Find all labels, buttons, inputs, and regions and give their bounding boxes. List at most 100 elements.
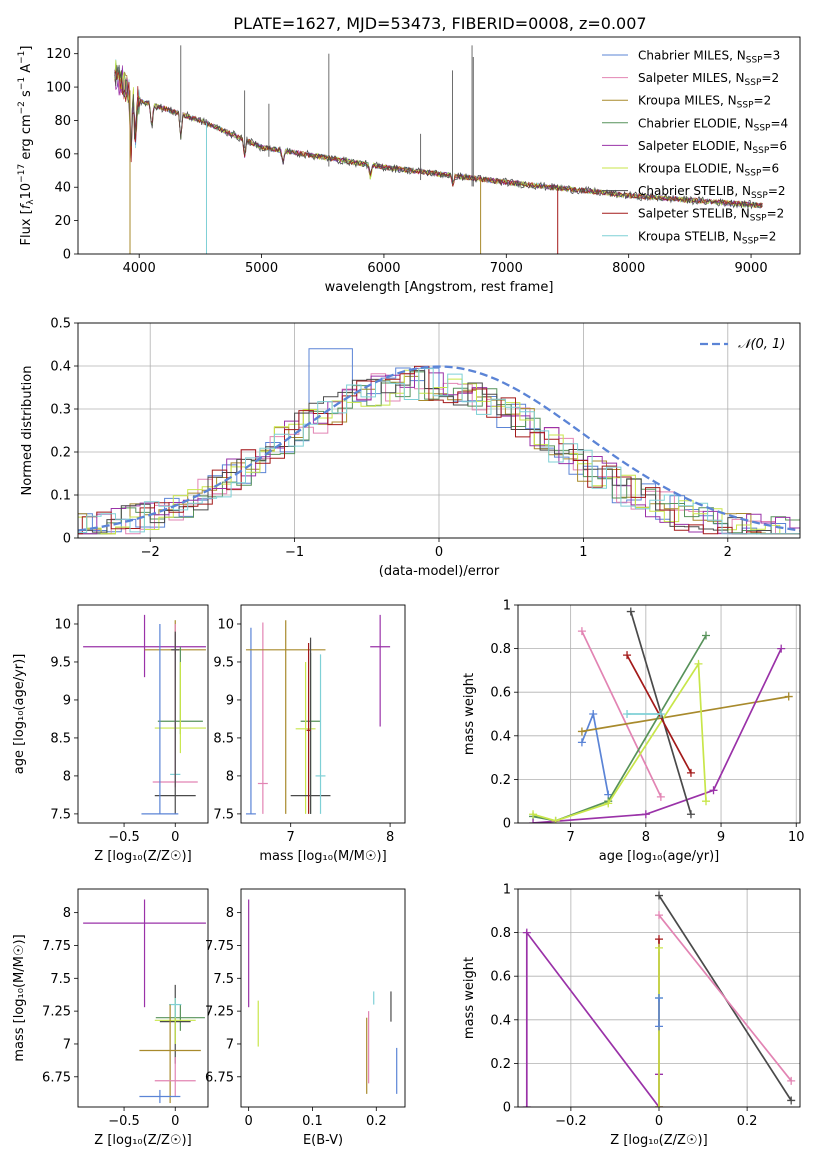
weight-marker [777,644,786,653]
x-tick-label: 0 [171,1114,179,1129]
y-axis-label: mass weight [462,673,477,755]
y-tick-label: 7.25 [205,1005,234,1020]
z-age-panel: −0.5 0 7.5 8 8.5 9 9.5 10 Z [log₁₀(Z/Z☉)] age [lo… [12,604,209,864]
x-tick-label: 7 [566,830,574,845]
y-tick-label: 8.5 [50,731,71,746]
x-axis-label: age [log₁₀(age/yr)] [599,849,720,864]
y-tick-label: 60 [54,147,71,162]
y-tick-label: 7.75 [205,939,234,954]
x-axis-label: Z [log₁₀(Z/Z☉)] [94,1133,191,1148]
x-axis-label: Z [log₁₀(Z/Z☉)] [610,1133,707,1148]
weight-line [581,710,610,795]
errorbars [83,614,206,815]
y-tick-label: 8 [63,769,71,784]
x-tick-label: 8 [386,830,394,845]
legend-label: Chabrier ELODIE, NSSP=4 [638,116,788,133]
spectrum-panel: 4000 5000 6000 7000 8000 9000 0 20 40 60 80 100 120 w… [17,36,801,295]
axes-frame [240,888,406,1108]
weight-marker [655,1022,663,1031]
weight-lines [522,891,796,1107]
weight-line [581,630,662,798]
x-tick-label: 1 [579,545,587,560]
weight-marker [589,710,598,718]
x-tick-label: 0.1 [302,1114,323,1129]
histogram-series [78,368,800,535]
y-tick-label: 120 [46,47,71,62]
x-tick-label: 5000 [245,261,278,276]
weight-marker [709,786,718,795]
y-tick-label: 7 [226,1037,234,1052]
weight-marker [522,1103,531,1107]
x-tick-label: 9000 [735,261,768,276]
x-tick-label: 7 [287,830,295,845]
legend-label: Kroupa ELODIE, NSSP=6 [638,162,779,179]
weight-lines [529,607,793,823]
weight-marker [655,1103,663,1107]
legend-label: Salpeter ELODIE, NSSP=6 [638,139,787,156]
legend-label: Salpeter MILES, NSSP=2 [638,71,779,88]
weight-marker [694,659,703,668]
figure-title: PLATE=1627, MJD=53473, FIBERID=0008, z=0… [233,14,646,33]
x-tick-label: −2 [141,545,160,560]
y-tick-label: 8 [226,769,234,784]
y-tick-label: 9.5 [213,655,234,670]
weight-marker [655,935,663,944]
y-tick-label: 8 [63,906,71,921]
y-tick-label: 0.6 [490,970,511,985]
y-tick-label: 0.4 [490,1013,511,1028]
x-tick-label: 4000 [123,261,156,276]
x-tick-label: 7000 [490,261,523,276]
legend-label: 𝒩(0, 1) [738,337,785,352]
x-tick-label: −0.2 [555,1114,587,1129]
weight-marker [522,928,531,937]
weight-marker [686,810,695,819]
histogram-series [78,367,800,535]
y-tick-label: 100 [46,81,71,96]
y-tick-label: 0.8 [490,926,511,941]
weight-marker [529,819,538,823]
weight-marker [623,710,632,718]
y-tick-label: 8.5 [213,731,234,746]
weight-marker [604,799,613,808]
weight-marker [623,651,632,660]
errorbars [248,899,398,1094]
x-axis-label: mass [log₁₀(M/M☉)] [259,849,386,864]
x-axis-label: wavelength [Angstrom, rest frame] [325,280,554,295]
y-tick-label: 9.5 [50,655,71,670]
mass-age-panel: 7 8 7.5 8 8.5 9 9.5 10 mass [log₁₀(M/M☉)] [213,604,406,864]
errorbars [83,899,206,1104]
x-tick-label: 2 [724,545,732,560]
legend-label: Chabrier MILES, NSSP=3 [638,49,780,66]
y-tick-label: 0.2 [50,446,71,461]
weight-marker [686,768,695,777]
spectrum-lines [114,45,763,254]
weight-marker [551,816,560,823]
y-tick-label: 7.5 [213,972,234,987]
weight-marker [655,891,663,900]
weight-marker [641,810,650,819]
weight-marker [702,631,710,640]
weight-line [532,635,707,822]
x-axis-label: (data-model)/error [379,564,500,579]
x-tick-label: 0.2 [366,1114,387,1129]
y-axis-label: Normed distribution [20,366,35,496]
age-weight-panel: 7 8 9 10 0 0.2 0.4 0.6 0.8 1 age [log₁₀(age/yr)] ma… [462,599,805,865]
weight-line [532,661,707,822]
weight-marker [787,1076,796,1085]
x-axis-label: Z [log₁₀(Z/Z☉)] [94,849,191,864]
histograms [78,348,800,535]
y-tick-label: 0.4 [50,360,71,375]
axes-frame [240,604,406,824]
y-tick-label: 7.25 [42,1005,71,1020]
z-mass-panel: −0.5 0 6.75 7 7.25 7.5 7.75 8 Z [log₁₀(Z/Z☉)] mas… [12,888,209,1148]
y-tick-label: 7.5 [50,807,71,822]
y-tick-label: 7.75 [42,939,71,954]
y-tick-label: 9 [63,693,71,708]
weight-marker [702,797,710,806]
weight-marker [655,994,663,1002]
x-tick-label: 6000 [367,261,400,276]
y-tick-label: 80 [54,114,71,129]
weight-line [532,648,782,823]
x-tick-label: −1 [285,545,304,560]
